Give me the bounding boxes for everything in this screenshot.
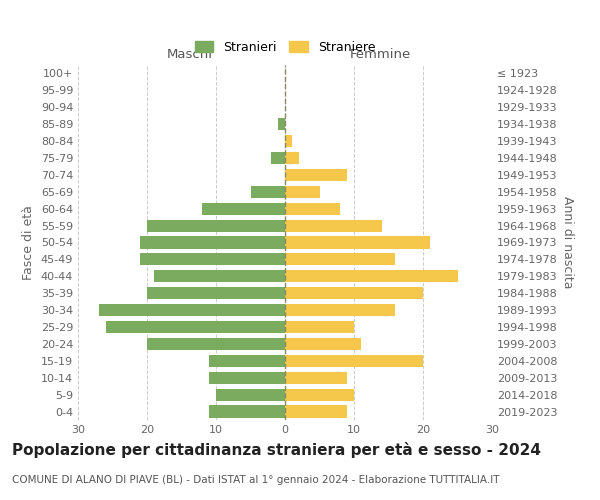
Bar bbox=[209, 354, 285, 367]
Bar bbox=[154, 270, 285, 282]
Bar bbox=[202, 202, 285, 215]
Bar bbox=[285, 338, 361, 350]
Bar bbox=[285, 287, 423, 300]
Bar bbox=[285, 202, 340, 215]
Bar bbox=[251, 186, 285, 198]
Bar bbox=[140, 236, 285, 248]
Bar bbox=[216, 388, 285, 400]
Bar bbox=[209, 372, 285, 384]
Bar bbox=[285, 406, 347, 417]
Text: Femmine: Femmine bbox=[350, 48, 411, 62]
Bar bbox=[285, 236, 430, 248]
Bar bbox=[147, 220, 285, 232]
Bar bbox=[285, 304, 395, 316]
Bar bbox=[285, 169, 347, 181]
Bar bbox=[285, 372, 347, 384]
Bar bbox=[99, 304, 285, 316]
Bar bbox=[285, 186, 320, 198]
Bar bbox=[285, 254, 395, 266]
Bar bbox=[285, 135, 292, 147]
Text: COMUNE DI ALANO DI PIAVE (BL) - Dati ISTAT al 1° gennaio 2024 - Elaborazione TUT: COMUNE DI ALANO DI PIAVE (BL) - Dati IST… bbox=[12, 475, 499, 485]
Bar bbox=[285, 270, 458, 282]
Bar bbox=[271, 152, 285, 164]
Bar bbox=[209, 406, 285, 417]
Bar bbox=[285, 354, 423, 367]
Bar bbox=[285, 321, 354, 333]
Bar bbox=[285, 220, 382, 232]
Bar bbox=[285, 152, 299, 164]
Text: Popolazione per cittadinanza straniera per età e sesso - 2024: Popolazione per cittadinanza straniera p… bbox=[12, 442, 541, 458]
Bar bbox=[285, 388, 354, 400]
Bar bbox=[147, 338, 285, 350]
Bar bbox=[278, 118, 285, 130]
Bar bbox=[147, 287, 285, 300]
Y-axis label: Anni di nascita: Anni di nascita bbox=[561, 196, 574, 289]
Bar bbox=[140, 254, 285, 266]
Bar bbox=[106, 321, 285, 333]
Text: Maschi: Maschi bbox=[167, 48, 213, 62]
Legend: Stranieri, Straniere: Stranieri, Straniere bbox=[190, 36, 380, 59]
Y-axis label: Fasce di età: Fasce di età bbox=[22, 205, 35, 280]
